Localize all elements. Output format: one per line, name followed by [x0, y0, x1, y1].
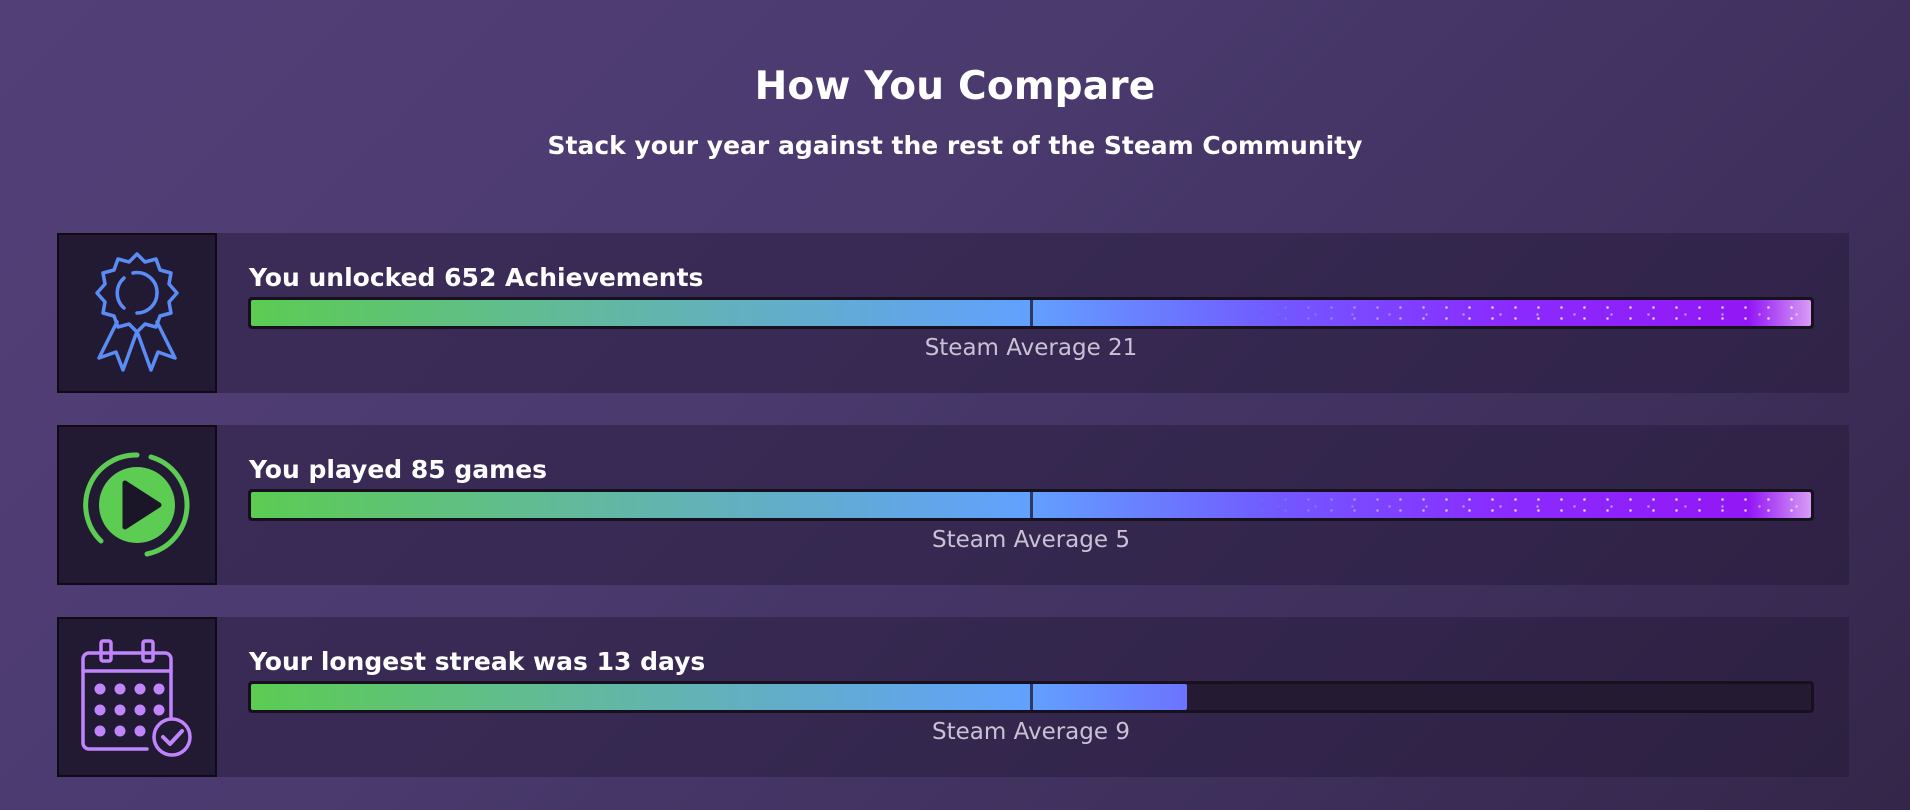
steam-average-value: 21 — [1108, 335, 1138, 361]
steam-average-value: 5 — [1115, 527, 1130, 553]
stat-row-achievements: You unlocked 652 Achievements Steam Aver… — [57, 233, 1849, 393]
stat-label: You unlocked 652 Achievements — [249, 263, 704, 292]
steam-average-label: Steam Average 5 — [932, 527, 1130, 553]
progress-bar — [248, 681, 1814, 713]
achievement-ribbon-icon — [57, 233, 217, 393]
average-marker — [1030, 684, 1033, 710]
progress-bar-fill — [251, 684, 1187, 710]
progress-bar — [248, 489, 1814, 521]
page-subtitle: Stack your year against the rest of the … — [547, 131, 1363, 160]
steam-average-label: Steam Average 21 — [924, 335, 1138, 361]
stat-row-streak: Your longest streak was 13 days Steam Av… — [57, 617, 1849, 777]
progress-bar — [248, 297, 1814, 329]
stat-row-games: You played 85 games Steam Average 5 — [57, 425, 1849, 585]
comparison-list: You unlocked 652 Achievements Steam Aver… — [57, 233, 1849, 809]
stat-label: Your longest streak was 13 days — [249, 647, 706, 676]
stat-label: You played 85 games — [249, 455, 548, 484]
play-circle-icon — [57, 425, 217, 585]
steam-average-label: Steam Average 9 — [932, 719, 1130, 745]
calendar-check-icon — [57, 617, 217, 777]
sparkle-effect — [1251, 492, 1811, 518]
header: How You Compare Stack your year against … — [0, 62, 1910, 162]
steam-average-value: 9 — [1115, 719, 1130, 745]
average-marker — [1030, 492, 1033, 518]
sparkle-effect — [1251, 300, 1811, 326]
average-marker — [1030, 300, 1033, 326]
page-title: How You Compare — [754, 64, 1156, 109]
